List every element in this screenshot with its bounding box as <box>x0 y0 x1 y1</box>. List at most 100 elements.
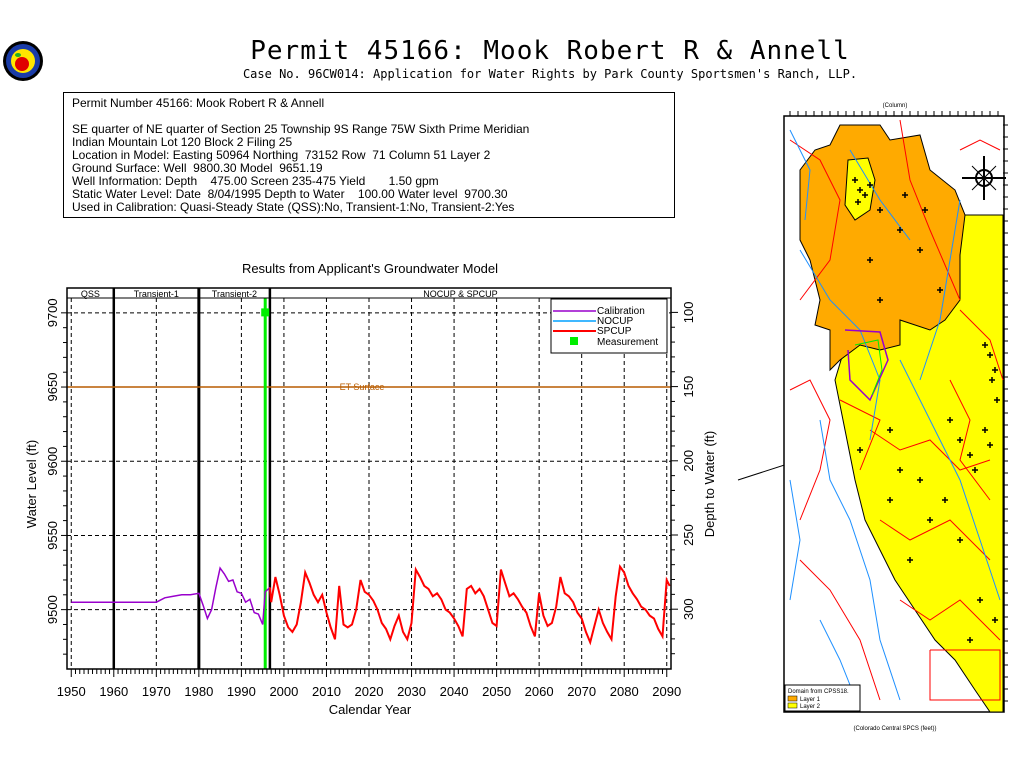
well-marker <box>897 227 903 233</box>
well-marker <box>877 207 883 213</box>
period-bands: QSS Transient-1 Transient-2 NOCUP & SPCUP <box>81 288 498 669</box>
grid <box>67 298 671 669</box>
y2-tick-label: 250 <box>681 524 696 546</box>
permit-info-box: Permit Number 45166: Mook Robert R & Ann… <box>63 92 675 218</box>
well-marker <box>987 352 993 358</box>
legend: Calibration NOCUP SPCUP Measurement <box>550 298 668 354</box>
map-bottom-axis-label: (Colorado Central SPCS (feet)) <box>853 726 936 732</box>
legal-description: SE quarter of NE quarter of Section 25 T… <box>72 122 530 136</box>
x-tick-label: 1970 <box>142 684 171 699</box>
road <box>929 649 1001 701</box>
subdivision: Indian Mountain Lot 120 Block 2 Filing 2… <box>72 135 293 149</box>
well-marker <box>992 367 998 373</box>
road <box>789 139 841 301</box>
x-tick-label: 1960 <box>99 684 128 699</box>
stream <box>899 359 1001 601</box>
well-marker <box>922 207 928 213</box>
series-spcup <box>268 563 671 646</box>
model-location: Location in Model: Easting 50964 Northin… <box>72 148 491 162</box>
wells <box>852 177 1000 643</box>
permit-number: Permit Number 45166: Mook Robert R & Ann… <box>72 96 325 110</box>
page-subtitle: Case No. 96CW014: Application for Water … <box>242 67 858 81</box>
model-domain-map: Domain from CPSS18. Layer 1 Layer 2 (Col… <box>783 103 1008 732</box>
series-lines: ET Surface <box>67 298 671 669</box>
y2-tick-label: 150 <box>681 376 696 398</box>
roads <box>789 119 1004 701</box>
well-marker <box>907 557 913 563</box>
map-legend-layer1: Layer 1 <box>800 697 821 703</box>
well-marker <box>977 597 983 603</box>
x-tick-label: 2000 <box>269 684 298 699</box>
well-marker <box>957 437 963 443</box>
y-tick-label: 9600 <box>45 447 60 476</box>
map-legend <box>784 684 861 712</box>
y2-tick-label: 200 <box>681 450 696 472</box>
seal-logo <box>3 41 43 81</box>
y-tick-label: 9700 <box>45 298 60 327</box>
measurement-point <box>261 308 270 317</box>
calibration-usage: Used in Calibration: Quasi-Steady State … <box>72 200 515 214</box>
road <box>879 519 991 561</box>
well-marker <box>967 452 973 458</box>
x-tick-label: 2040 <box>440 684 469 699</box>
road <box>959 309 1004 381</box>
x-tick-label: 2080 <box>610 684 639 699</box>
well-marker <box>917 477 923 483</box>
period-label: Transient-1 <box>134 289 179 299</box>
legend-swatch-layer2 <box>787 702 798 709</box>
map-axis-ticks <box>789 111 1008 702</box>
road <box>899 599 1001 641</box>
series-calibration <box>71 566 271 625</box>
well-marker <box>902 192 908 198</box>
well-marker <box>967 637 973 643</box>
road <box>949 379 991 501</box>
well-marker <box>857 447 863 453</box>
stream <box>819 419 901 701</box>
map-top-axis-label: (Column) <box>883 103 908 109</box>
well-marker <box>862 192 868 198</box>
well-marker <box>867 257 873 263</box>
road <box>899 119 961 301</box>
map-legend-title: Domain from CPSS18. <box>788 689 849 695</box>
well-marker <box>887 497 893 503</box>
well-marker <box>917 247 923 253</box>
road <box>959 139 1001 151</box>
calibration-boundary <box>844 329 889 402</box>
well-marker <box>855 199 861 205</box>
y2-tick-label: 300 <box>681 598 696 620</box>
page-title: Permit 45166: Mook Robert R & Annell <box>250 36 850 66</box>
y-tick-label: 9650 <box>45 373 60 402</box>
x-tick-label: 2020 <box>355 684 384 699</box>
x-tick-label: 2030 <box>397 684 426 699</box>
axes: 1950 1960 1970 1980 1990 2000 2010 2020 2030 2040… <box>45 287 696 699</box>
well-marker <box>982 342 988 348</box>
layer1-area <box>799 124 966 372</box>
x-tick-label: 2060 <box>525 684 554 699</box>
stream <box>789 129 811 221</box>
north-arrow-icon <box>962 156 1006 200</box>
well-marker <box>992 617 998 623</box>
chart-title: Results from Applicant's Groundwater Mod… <box>242 261 498 276</box>
x-tick-label: 1990 <box>227 684 256 699</box>
x-axis-label: Calendar Year <box>329 702 412 717</box>
period-label: QSS <box>81 289 100 299</box>
stream <box>789 479 801 601</box>
well-marker <box>982 427 988 433</box>
x-tick-label: 1950 <box>57 684 86 699</box>
well-marker <box>942 497 948 503</box>
y-tick-label: 9550 <box>45 521 60 550</box>
et-surface-label: ET Surface <box>340 382 385 392</box>
ground-surface: Ground Surface: Well 9800.30 Model 9651.… <box>72 161 323 175</box>
well-marker <box>989 377 995 383</box>
y2-tick-label: 100 <box>681 302 696 324</box>
stream <box>919 199 961 381</box>
well-marker <box>987 442 993 448</box>
x-tick-label: 2050 <box>482 684 511 699</box>
green-boundary <box>854 339 883 396</box>
road <box>869 429 991 471</box>
map-legend-layer2: Layer 2 <box>800 704 821 710</box>
legend-label-nocup: NOCUP <box>597 316 633 327</box>
legend-label-spcup: SPCUP <box>597 326 632 337</box>
y-tick-label: 9500 <box>45 595 60 624</box>
